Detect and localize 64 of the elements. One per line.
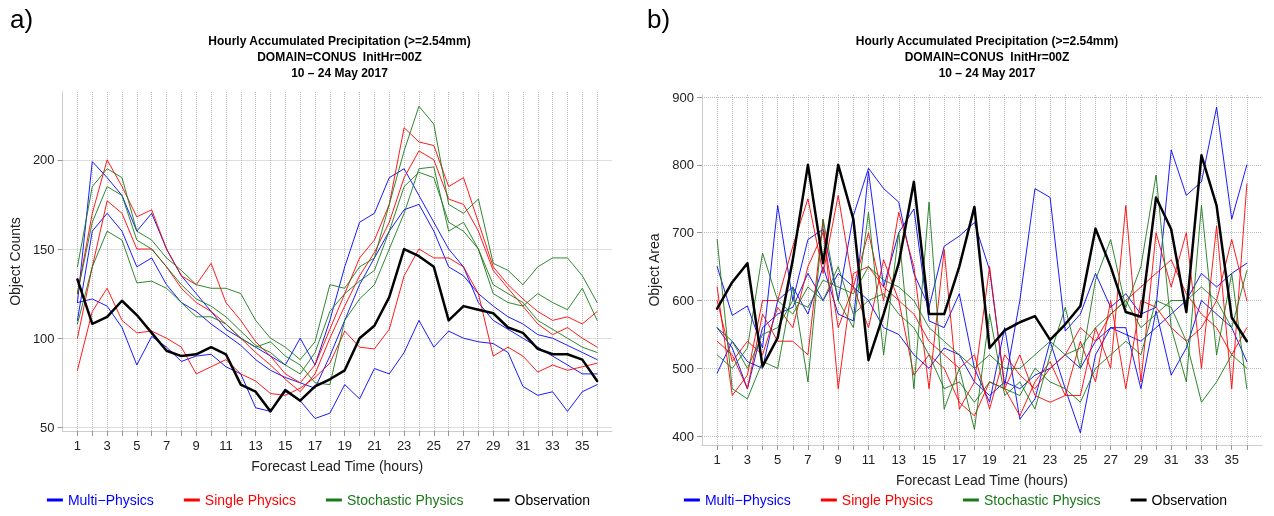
y-tick-label: 800	[672, 157, 694, 173]
y-tick-label: 500	[672, 360, 694, 376]
x-tick-label: 13	[248, 438, 263, 453]
x-tick-label: 7	[162, 438, 171, 453]
y-tick-label: 900	[672, 89, 694, 105]
x-tick-label: 29	[1133, 452, 1149, 467]
y-tick-label: 50	[40, 419, 55, 435]
y-axis-title: Object Counts	[7, 217, 23, 306]
chart-title: Hourly Accumulated Precipitation (>=2.54mm)	[855, 34, 1119, 48]
x-tick-label: 13	[891, 452, 906, 467]
chart-subtitle: DOMAIN=CONUS InitHr=00Z 10 – 24 May 2017	[257, 50, 422, 80]
x-tick-label: 1	[73, 438, 82, 453]
text: b)	[647, 4, 671, 34]
x-tick-label: 5	[133, 438, 141, 453]
y-tick-label: 200	[32, 152, 55, 168]
x-tick-label: 17	[952, 452, 967, 467]
y-tick-label: 400	[672, 428, 694, 444]
x-tick-label: 21	[1012, 452, 1028, 467]
x-tick-label: 27	[456, 438, 471, 453]
legend-label: Multi−Physics	[704, 492, 791, 508]
x-tick-label: 7	[804, 452, 812, 467]
x-tick-label: 23	[1042, 452, 1058, 467]
y-tick-label: 600	[672, 293, 694, 309]
y-axis-title: Object Area	[646, 233, 663, 307]
x-tick-label: 5	[774, 452, 782, 467]
x-tick-label: 25	[426, 438, 442, 453]
x-tick-label: 21	[367, 438, 382, 453]
x-tick-label: 1	[713, 452, 721, 467]
x-tick-label: 11	[219, 438, 233, 453]
x-tick-label: 17	[307, 438, 323, 453]
x-tick-label: 33	[545, 438, 560, 453]
x-axis-title: Forecast Lead Time (hours)	[251, 458, 424, 474]
y-tick-label: 100	[32, 330, 55, 346]
legend-label: Stochastic Physics	[346, 492, 464, 508]
text: a)	[10, 4, 34, 34]
chart-title: Hourly Accumulated Precipitation (>=2.54mm)	[208, 34, 471, 48]
legend-label: Single Physics	[841, 492, 933, 508]
x-tick-label: 23	[396, 438, 412, 453]
x-tick-label: 29	[485, 438, 501, 453]
x-tick-label: 35	[575, 438, 590, 453]
x-tick-label: 9	[192, 438, 200, 453]
x-tick-label: 19	[337, 438, 352, 453]
x-tick-label: 31	[1163, 452, 1179, 467]
legend-label: Observation	[1151, 492, 1228, 508]
chart-subtitle: DOMAIN=CONUS InitHr=00Z 10 – 24 May 2017	[904, 50, 1070, 80]
x-tick-label: 31	[515, 438, 531, 453]
x-tick-label: 9	[834, 452, 842, 467]
legend-label: Observation	[514, 492, 591, 508]
x-tick-label: 25	[1073, 452, 1088, 467]
x-tick-label: 15	[278, 438, 293, 453]
x-tick-label: 19	[982, 452, 997, 467]
legend-label: Stochastic Physics	[983, 492, 1101, 508]
x-tick-label: 3	[743, 452, 752, 467]
x-tick-label: 27	[1103, 452, 1118, 467]
x-axis-title: Forecast Lead Time (hours)	[896, 472, 1068, 488]
legend-label: Single Physics	[204, 492, 296, 508]
x-tick-label: 33	[1194, 452, 1209, 467]
x-tick-label: 3	[103, 438, 111, 453]
y-tick-label: 150	[32, 241, 55, 257]
x-tick-label: 11	[861, 452, 876, 467]
y-tick-label: 700	[672, 225, 694, 241]
x-tick-label: 35	[1224, 452, 1239, 467]
x-tick-label: 15	[921, 452, 937, 467]
legend-label: Multi−Physics	[67, 492, 154, 508]
